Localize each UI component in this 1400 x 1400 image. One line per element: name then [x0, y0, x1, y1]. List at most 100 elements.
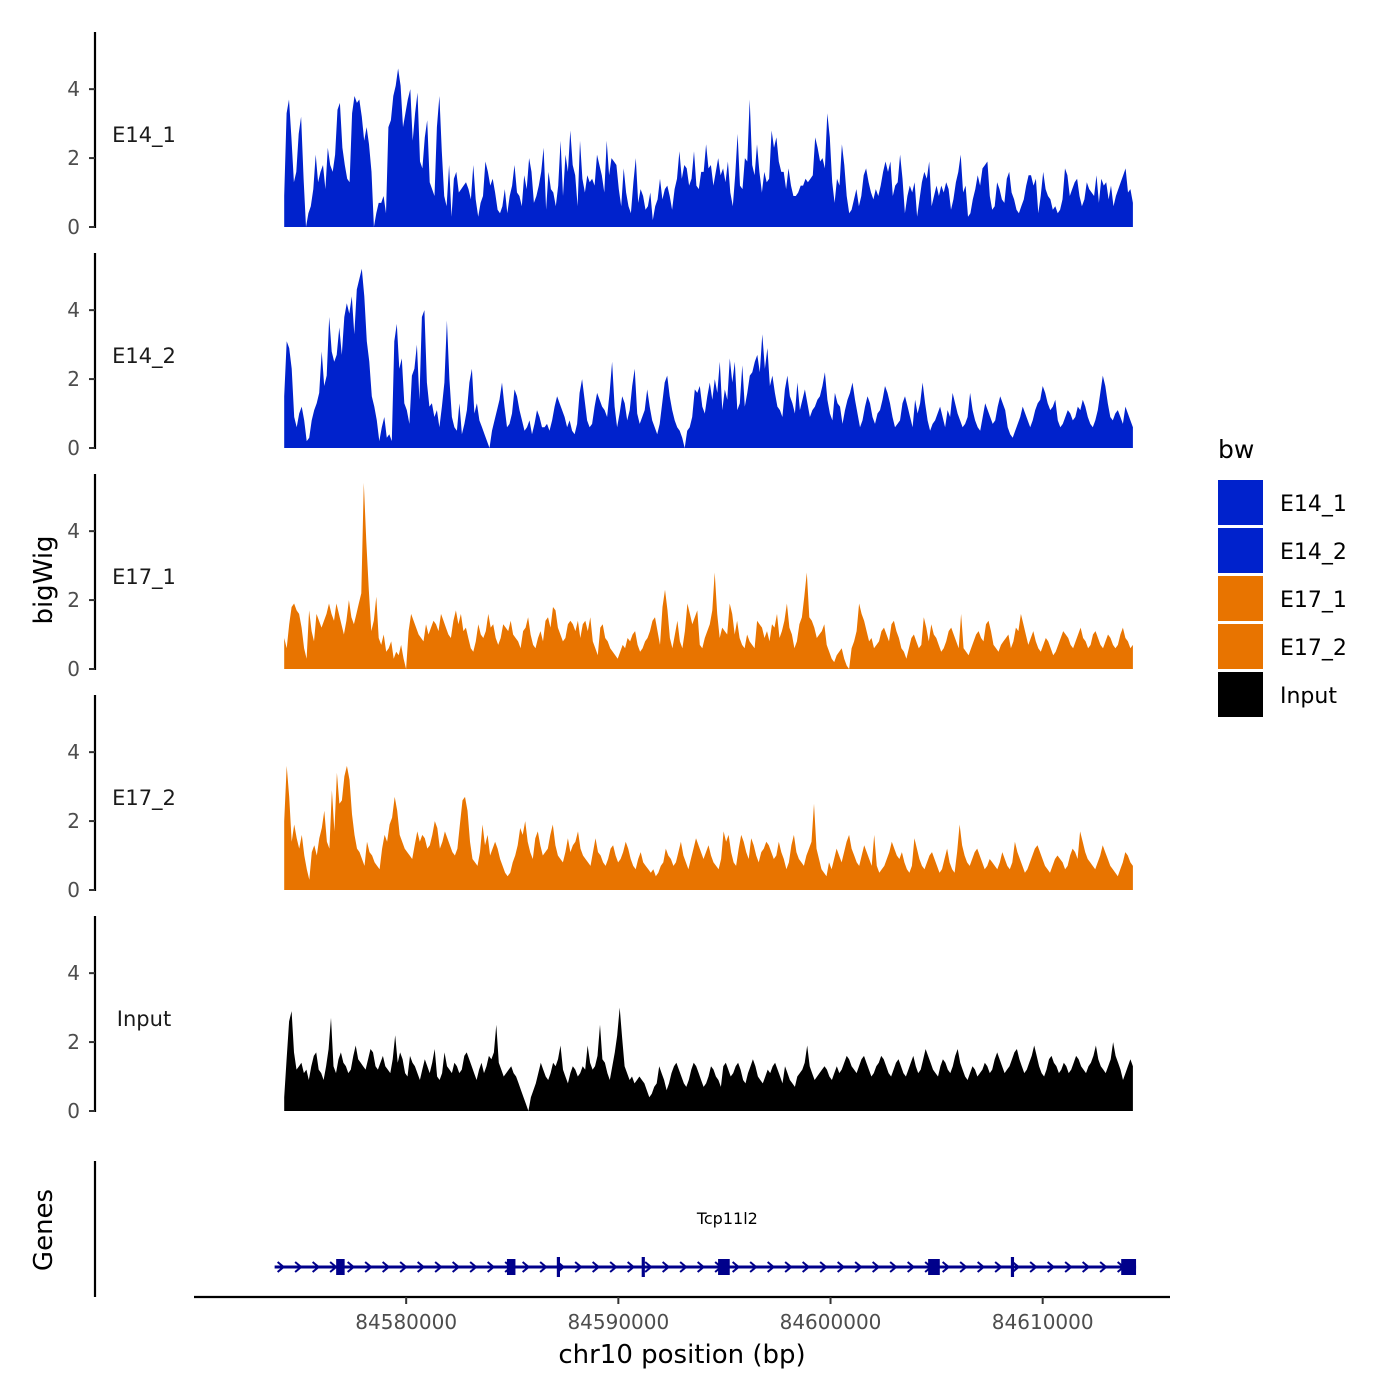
strand-arrow: [836, 1261, 846, 1273]
strand-arrow: [696, 1261, 706, 1273]
panel-e17-2: 0 2 4 E17_2: [67, 695, 1133, 902]
strand-arrow: [1081, 1261, 1091, 1273]
strand-arrow: [766, 1261, 776, 1273]
strand-arrow: [521, 1261, 531, 1273]
strand-arrow: [381, 1261, 391, 1273]
legend-swatch: [1218, 576, 1263, 621]
y-tick-label: 4: [67, 298, 80, 322]
strand-arrow: [661, 1261, 671, 1273]
signal-area-input: [284, 1007, 1133, 1111]
panel-input: 0 2 4 Input: [67, 916, 1133, 1123]
strand-arrow: [854, 1261, 863, 1273]
gene-exon: [556, 1257, 560, 1277]
strand-arrow: [1064, 1261, 1073, 1273]
track-label: E17_2: [112, 786, 176, 811]
strand-arrow: [959, 1261, 968, 1273]
y-tick-label: 0: [67, 1099, 80, 1123]
y-tick-label: 2: [67, 588, 80, 612]
gene-name-label: Tcp11l2: [696, 1209, 758, 1228]
gene-track: Genes Tcp11l2: [29, 1161, 1137, 1297]
gene-exon: [336, 1259, 345, 1275]
y-tick-label: 2: [67, 146, 80, 170]
panel-e17-1: 0 2 4 E17_1: [67, 474, 1133, 681]
strand-arrow: [539, 1261, 548, 1273]
legend-item-e14-2: E14_2: [1218, 528, 1347, 573]
strand-arrow: [1046, 1261, 1056, 1273]
y-tick-label: 0: [67, 436, 80, 460]
signal-area-e17-2: [284, 765, 1133, 890]
gene-exon: [506, 1259, 516, 1275]
y-tick-label: 4: [67, 519, 80, 543]
y-tick-label: 4: [67, 740, 80, 764]
track-label: E17_1: [112, 565, 176, 590]
strand-arrow: [329, 1261, 338, 1273]
strand-arrow: [451, 1261, 461, 1273]
strand-arrow: [784, 1261, 793, 1273]
track-label: E14_1: [112, 123, 176, 148]
legend-swatch: [1218, 624, 1263, 669]
strand-arrow: [574, 1261, 583, 1273]
panel-e14-1: 0 2 4 E14_1: [67, 32, 1133, 239]
strand-arrow: [434, 1261, 443, 1273]
legend-item-e17-1: E17_1: [1218, 576, 1347, 621]
track-panels: 0 2 4 E14_1 0 2 4 E14_2 0 2 4 E17_1 0 2 4 E17_2 0 2 4 Input: [67, 32, 1133, 1123]
strand-arrow: [679, 1261, 688, 1273]
strand-arrow: [609, 1261, 618, 1273]
strand-arrow: [976, 1261, 986, 1273]
legend-label: Input: [1280, 684, 1337, 709]
x-axis-title: chr10 position (bp): [558, 1340, 805, 1370]
legend-swatch: [1218, 528, 1263, 573]
gene-exon: [1121, 1259, 1137, 1275]
track-label: Input: [117, 1007, 171, 1031]
strand-arrow: [399, 1261, 408, 1273]
strand-arrow: [941, 1261, 951, 1273]
legend-items: E14_1 E14_2 E17_1 E17_2 Input: [1218, 480, 1347, 717]
strand-arrow: [906, 1261, 916, 1273]
y-axis-title: bigWig: [29, 535, 59, 624]
y-tick-label: 0: [67, 215, 80, 239]
signal-area-e14-2: [284, 268, 1133, 448]
strand-arrow: [1029, 1261, 1038, 1273]
legend-item-e14-1: E14_1: [1218, 480, 1347, 525]
x-tick-label: 84590000: [567, 1310, 669, 1334]
y-tick-label: 2: [67, 809, 80, 833]
legend-label: E14_1: [1280, 492, 1347, 517]
strand-arrow: [994, 1261, 1003, 1273]
strand-arrow: [311, 1261, 321, 1273]
strand-arrow: [486, 1261, 496, 1273]
gene-exon: [1010, 1257, 1015, 1277]
strand-arrow: [469, 1261, 478, 1273]
legend-swatch: [1218, 672, 1263, 717]
x-axis: 84580000 84590000 84600000 84610000 chr10 p…: [194, 1295, 1170, 1370]
strand-arrow: [294, 1261, 303, 1273]
strand-arrow: [346, 1261, 356, 1273]
strand-arrow: [871, 1261, 881, 1273]
gene-exon: [641, 1257, 645, 1277]
legend-label: E17_1: [1280, 588, 1347, 613]
gene-models: Tcp11l2: [274, 1209, 1137, 1277]
strand-arrow: [819, 1261, 828, 1273]
legend-swatch: [1218, 480, 1263, 525]
gene-exon: [718, 1259, 730, 1275]
strand-arrow: [1099, 1261, 1108, 1273]
strand-arrow: [591, 1261, 601, 1273]
x-tick-label: 84610000: [992, 1310, 1094, 1334]
strand-arrow: [364, 1261, 373, 1273]
gene-exon: [928, 1259, 940, 1275]
strand-arrow: [801, 1261, 811, 1273]
gene-track-label: Genes: [29, 1189, 59, 1271]
x-tick-label: 84580000: [355, 1310, 457, 1334]
strand-arrow: [276, 1261, 286, 1273]
strand-arrow: [416, 1261, 426, 1273]
y-tick-label: 2: [67, 1030, 80, 1054]
legend-item-e17-2: E17_2: [1218, 624, 1347, 669]
y-tick-label: 0: [67, 878, 80, 902]
legend-label: E14_2: [1280, 540, 1347, 565]
panel-e14-2: 0 2 4 E14_2: [67, 253, 1133, 460]
y-tick-label: 4: [67, 77, 80, 101]
y-tick-label: 4: [67, 961, 80, 985]
legend-item-input: Input: [1218, 672, 1337, 717]
strand-arrow: [889, 1261, 898, 1273]
x-axis-ticks: 84580000 84590000 84600000 84610000: [355, 1297, 1094, 1334]
